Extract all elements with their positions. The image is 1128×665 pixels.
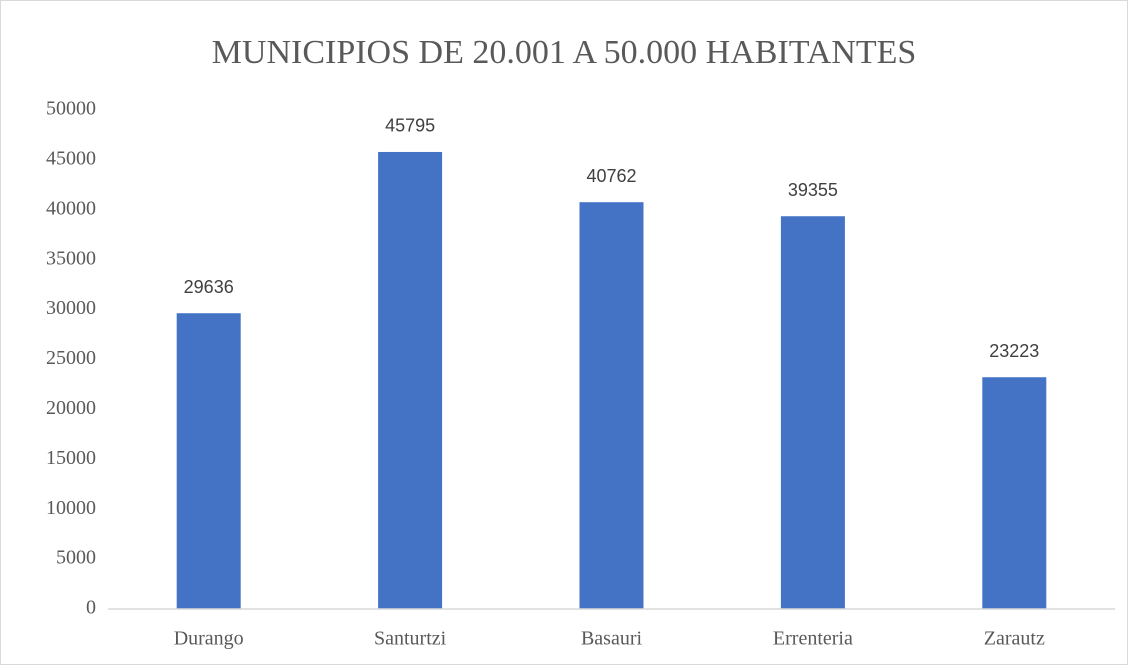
data-label: 40762 [586,166,636,186]
x-tick-label: Zarautz [984,628,1045,650]
bar [579,202,644,609]
bar [176,313,241,609]
y-tick-label: 15000 [46,447,96,469]
y-tick-label: 20000 [46,397,96,419]
data-label: 29636 [184,277,234,297]
y-tick-label: 5000 [56,547,96,569]
bar [378,151,443,610]
bar [780,216,845,609]
x-tick-label: Santurtzi [374,628,447,650]
data-label: 39355 [788,180,838,200]
y-tick-label: 25000 [46,347,96,369]
y-tick-label: 35000 [46,247,96,269]
y-tick-label: 30000 [46,297,96,319]
y-tick-label: 50000 [46,98,96,120]
x-tick-label: Basauri [581,628,643,650]
x-tick-label: Errenteria [773,628,853,650]
data-label: 23223 [989,341,1039,361]
y-tick-label: 10000 [46,497,96,519]
y-tick-label: 45000 [46,147,96,169]
chart-title: MUNICIPIOS DE 20.001 A 50.000 HABITANTES [212,34,917,71]
x-tick-label: Durango [174,628,244,650]
data-label: 45795 [385,116,435,136]
y-tick-label: 40000 [46,197,96,219]
y-tick-label: 0 [86,597,96,619]
bar [982,377,1047,609]
